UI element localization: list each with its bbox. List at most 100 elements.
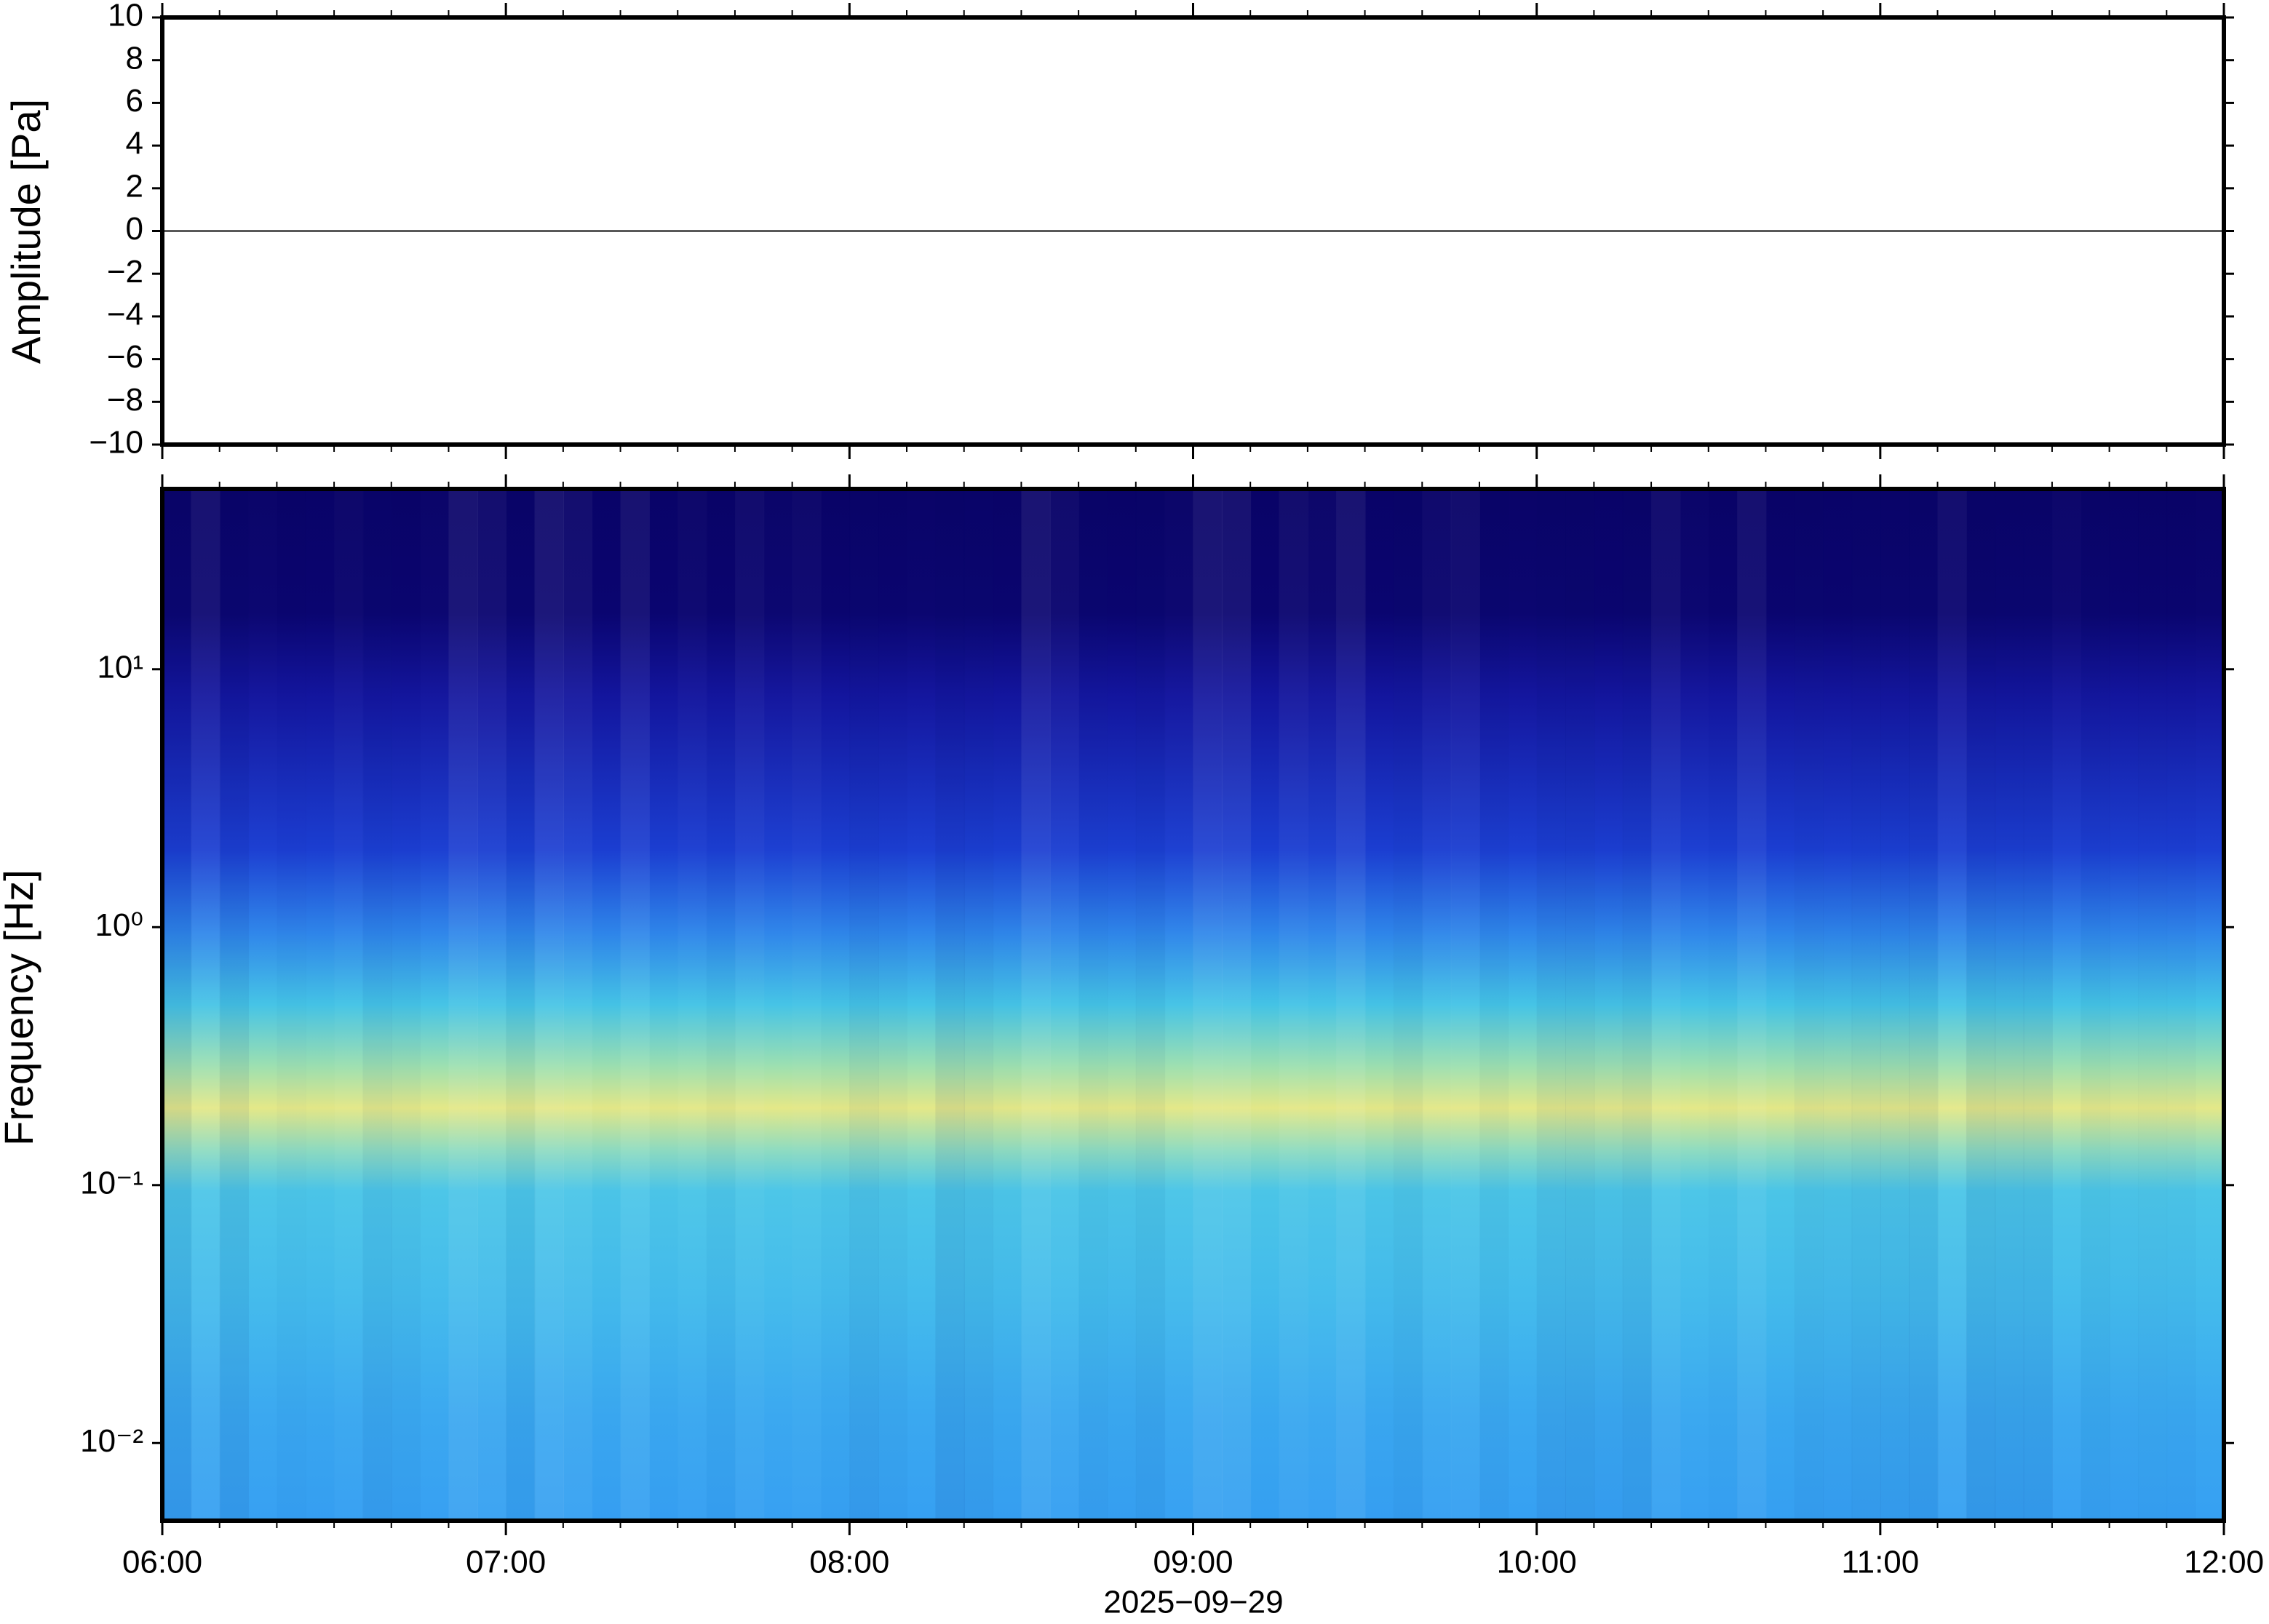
spectrogram-texture bbox=[1422, 489, 1451, 1521]
spectrogram-texture bbox=[1279, 489, 1308, 1521]
spectrogram-texture bbox=[420, 489, 449, 1521]
spectrogram-texture bbox=[935, 489, 965, 1521]
x-tick-label: 06:00 bbox=[122, 1545, 202, 1580]
spectrogram-texture bbox=[1078, 489, 1108, 1521]
spectrogram-texture bbox=[1795, 489, 1824, 1521]
spectrogram-texture bbox=[334, 489, 363, 1521]
spectrogram-texture bbox=[1909, 489, 1939, 1521]
spectrogram-texture bbox=[649, 489, 678, 1521]
y-tick-label: 6 bbox=[126, 83, 143, 119]
spectrogram-texture bbox=[1107, 489, 1136, 1521]
spectrogram-texture bbox=[1050, 489, 1079, 1521]
spectrogram-texture bbox=[563, 489, 593, 1521]
spectrogram-texture bbox=[219, 489, 250, 1521]
spectrogram-texture bbox=[1565, 489, 1595, 1521]
spectrogram-texture bbox=[2023, 489, 2053, 1521]
spectrogram-texture bbox=[534, 489, 564, 1521]
spectrogram-texture bbox=[506, 489, 536, 1521]
y-tick-label: −2 bbox=[107, 254, 143, 290]
spectrogram-texture bbox=[1651, 489, 1681, 1521]
spectrogram-texture bbox=[306, 489, 335, 1521]
y-tick-label: 8 bbox=[126, 40, 143, 76]
spectrogram-texture bbox=[277, 489, 306, 1521]
spectrogram-texture bbox=[1221, 489, 1252, 1521]
y-tick-label: 10⁻² bbox=[80, 1423, 143, 1459]
y-axis-label: Frequency [Hz] bbox=[0, 869, 41, 1146]
spectrogram-texture bbox=[763, 489, 792, 1521]
spectrogram-texture bbox=[1765, 489, 1795, 1521]
spectrogram-texture bbox=[878, 489, 907, 1521]
spectrogram-texture bbox=[2138, 489, 2167, 1521]
y-tick-label: 2 bbox=[126, 168, 143, 204]
spectrogram-texture bbox=[2110, 489, 2139, 1521]
spectrogram-texture bbox=[1966, 489, 1996, 1521]
spectrogram-texture bbox=[993, 489, 1022, 1521]
spectrogram-texture bbox=[1479, 489, 1509, 1521]
y-tick-label: 10 bbox=[108, 0, 143, 33]
spectrogram-texture bbox=[963, 489, 994, 1521]
spectrogram-texture bbox=[1164, 489, 1193, 1521]
spectrogram-texture bbox=[162, 489, 192, 1521]
spectrogram-texture bbox=[821, 489, 850, 1521]
x-tick-label: 12:00 bbox=[2184, 1545, 2264, 1580]
spectrogram-texture bbox=[1336, 489, 1366, 1521]
spectrogram-texture bbox=[1250, 489, 1279, 1521]
spectrogram-texture bbox=[362, 489, 392, 1521]
spectrogram-texture bbox=[2166, 489, 2196, 1521]
spectrogram-texture bbox=[1365, 489, 1394, 1521]
spectrogram-texture bbox=[735, 489, 764, 1521]
spectrogram-texture bbox=[1308, 489, 1337, 1521]
spectrogram-texture bbox=[1021, 489, 1051, 1521]
y-tick-label: −6 bbox=[107, 339, 143, 375]
spectrogram-texture bbox=[907, 489, 936, 1521]
spectrogram-texture bbox=[1622, 489, 1653, 1521]
spectrogram-texture bbox=[620, 489, 650, 1521]
spectrogram-texture bbox=[849, 489, 879, 1521]
spectrogram-texture bbox=[392, 489, 421, 1521]
y-tick-label: 0 bbox=[126, 211, 143, 247]
spectrogram-texture bbox=[677, 489, 707, 1521]
spectrogram-texture bbox=[1508, 489, 1537, 1521]
spectrogram-texture bbox=[248, 489, 277, 1521]
spectrogram-texture bbox=[592, 489, 621, 1521]
spectrogram-texture bbox=[1737, 489, 1767, 1521]
y-tick-label: −8 bbox=[107, 382, 143, 418]
x-tick-label: 09:00 bbox=[1153, 1545, 1233, 1580]
spectrogram-texture bbox=[1823, 489, 1852, 1521]
spectrogram-texture bbox=[1536, 489, 1567, 1521]
x-axis-label: 2025−09−29 bbox=[1103, 1585, 1283, 1620]
spectrogram-texture bbox=[1937, 489, 1967, 1521]
spectrogram-texture bbox=[1880, 489, 1910, 1521]
spectrogram-texture bbox=[2052, 489, 2081, 1521]
spectrogram-texture bbox=[1193, 489, 1223, 1521]
spectrogram-texture bbox=[477, 489, 507, 1521]
spectrogram-texture bbox=[191, 489, 220, 1521]
x-tick-label: 11:00 bbox=[1841, 1545, 1919, 1580]
spectrogram-texture bbox=[448, 489, 478, 1521]
spectrogram-image bbox=[162, 489, 2224, 1521]
spectrogram-texture bbox=[2196, 489, 2225, 1521]
x-tick-label: 08:00 bbox=[809, 1545, 889, 1580]
spectrogram-texture bbox=[1680, 489, 1709, 1521]
y-tick-label: 10⁰ bbox=[95, 907, 143, 943]
spectrogram-texture bbox=[792, 489, 822, 1521]
spectrogram-texture bbox=[1594, 489, 1623, 1521]
spectrogram-texture bbox=[1393, 489, 1423, 1521]
spectrogram-texture bbox=[1709, 489, 1738, 1521]
spectrogram-texture bbox=[1995, 489, 2024, 1521]
spectrogram-texture bbox=[1450, 489, 1480, 1521]
x-tick-label: 10:00 bbox=[1497, 1545, 1577, 1580]
spectrogram-texture bbox=[1851, 489, 1881, 1521]
spectrogram-texture bbox=[1135, 489, 1166, 1521]
y-tick-label: 10⁻¹ bbox=[80, 1165, 143, 1201]
y-tick-label: −4 bbox=[107, 297, 143, 333]
spectrogram-texture bbox=[707, 489, 736, 1521]
y-axis-label: Amplitude [Pa] bbox=[3, 99, 49, 364]
y-tick-label: 4 bbox=[126, 126, 143, 162]
y-tick-label: 10¹ bbox=[97, 649, 143, 685]
spectrogram-texture bbox=[2081, 489, 2110, 1521]
x-tick-label: 07:00 bbox=[466, 1545, 546, 1580]
y-tick-label: −10 bbox=[89, 425, 143, 461]
